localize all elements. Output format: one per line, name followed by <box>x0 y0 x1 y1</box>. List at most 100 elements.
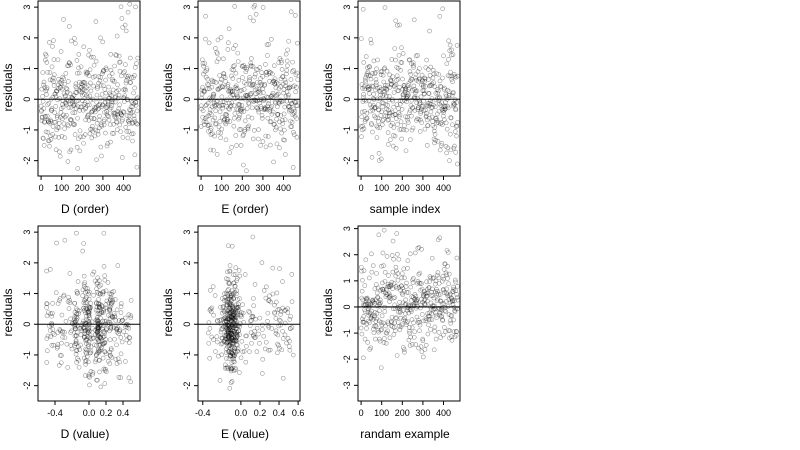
data-point <box>214 152 220 157</box>
data-point <box>253 316 258 322</box>
data-point <box>42 114 48 119</box>
data-point <box>289 108 294 114</box>
data-point <box>49 320 54 326</box>
data-point <box>399 322 405 328</box>
data-point <box>434 87 440 92</box>
data-point <box>257 97 262 103</box>
data-point <box>440 317 445 323</box>
data-point <box>424 111 429 116</box>
data-point <box>82 297 87 303</box>
data-point <box>109 314 115 320</box>
data-point <box>121 70 126 76</box>
data-point <box>360 127 365 133</box>
data-point <box>108 324 114 330</box>
data-point <box>71 320 77 326</box>
data-point <box>398 119 404 125</box>
data-point <box>215 318 220 323</box>
data-point <box>240 75 245 80</box>
data-point <box>415 53 420 58</box>
data-point <box>234 334 240 340</box>
data-point <box>376 158 382 163</box>
data-point <box>227 322 232 328</box>
data-point <box>230 243 235 249</box>
data-point <box>108 347 114 353</box>
data-point <box>417 100 423 105</box>
data-point <box>235 276 240 281</box>
data-point <box>390 269 396 275</box>
data-point <box>116 53 122 59</box>
data-point <box>122 315 128 321</box>
data-point <box>225 327 230 333</box>
data-point <box>280 74 285 80</box>
data-point <box>119 155 125 160</box>
data-point <box>415 278 421 284</box>
data-point <box>448 115 454 120</box>
data-point <box>234 342 239 347</box>
data-point <box>108 139 113 145</box>
data-point <box>278 113 284 118</box>
data-point <box>57 328 63 334</box>
data-point <box>227 353 233 359</box>
data-point <box>273 100 278 106</box>
data-point <box>220 304 226 309</box>
data-point <box>368 40 374 46</box>
data-point <box>231 325 236 331</box>
data-point <box>367 347 373 352</box>
data-point <box>83 358 89 363</box>
data-point <box>232 346 238 352</box>
data-point <box>266 101 271 106</box>
data-point <box>75 279 81 284</box>
data-point <box>65 159 71 164</box>
data-point <box>56 77 61 82</box>
data-point <box>201 71 206 77</box>
data-point <box>83 341 89 346</box>
data-point <box>407 325 412 330</box>
data-point <box>447 158 452 163</box>
data-point <box>102 331 107 336</box>
data-point <box>402 90 408 95</box>
y-tick-label: -1 <box>182 126 192 134</box>
data-point <box>43 51 48 57</box>
data-point <box>450 79 455 85</box>
data-point <box>94 329 100 335</box>
data-point <box>80 287 86 293</box>
data-point <box>416 78 421 84</box>
data-point <box>126 335 132 341</box>
data-point <box>400 76 405 82</box>
data-point <box>405 265 410 271</box>
data-point <box>404 320 409 326</box>
data-point <box>454 329 459 335</box>
data-point <box>76 70 82 76</box>
data-point <box>261 96 267 101</box>
data-point <box>57 298 62 303</box>
data-point <box>88 336 94 342</box>
data-point <box>438 84 444 90</box>
data-point <box>103 105 109 110</box>
data-point <box>96 358 102 363</box>
y-tick-label: -1 <box>342 126 352 134</box>
data-point <box>235 59 241 64</box>
data-point <box>284 89 290 95</box>
data-point <box>103 351 109 357</box>
data-point <box>273 124 279 130</box>
data-point <box>118 335 124 340</box>
data-point <box>289 325 295 330</box>
data-point <box>385 83 390 88</box>
data-point <box>94 289 100 295</box>
data-point <box>455 161 460 167</box>
x-tick-label: -0.4 <box>47 408 63 418</box>
data-point <box>418 305 423 311</box>
data-point <box>416 271 422 277</box>
data-point <box>50 124 56 129</box>
data-point <box>293 100 298 105</box>
data-point <box>236 116 241 122</box>
data-point <box>295 77 301 82</box>
data-point <box>97 348 103 354</box>
data-point <box>63 318 69 324</box>
data-point <box>57 96 62 101</box>
data-point <box>379 100 385 105</box>
data-point <box>387 294 393 299</box>
data-point <box>229 309 235 315</box>
data-point <box>80 79 86 85</box>
data-point <box>226 281 232 286</box>
